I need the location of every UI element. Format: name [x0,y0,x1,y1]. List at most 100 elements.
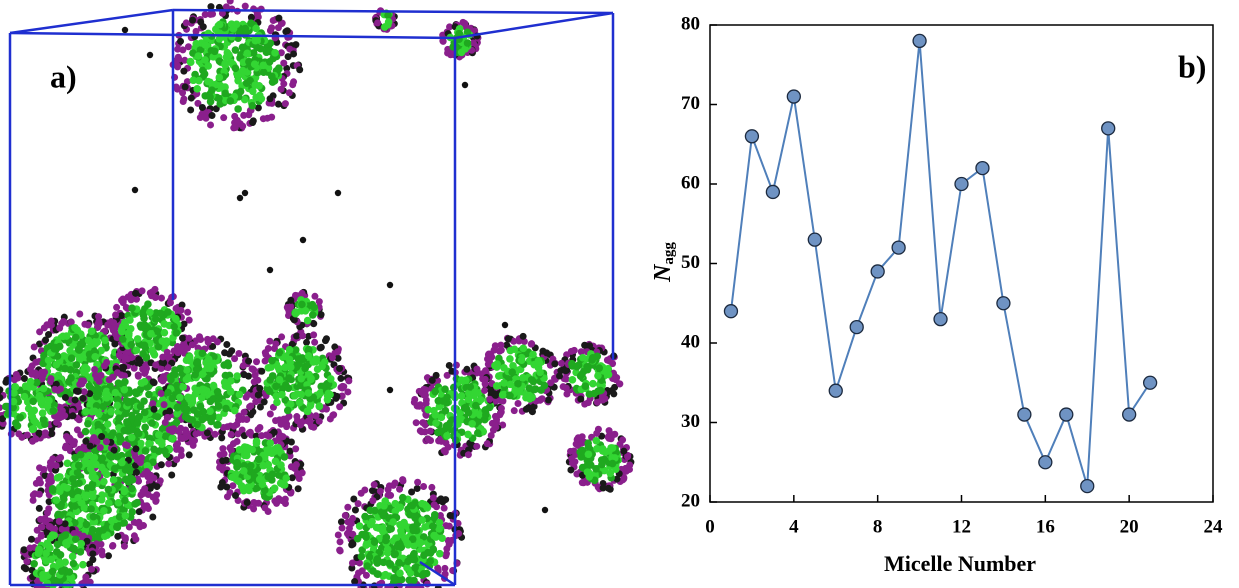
particle [30,560,38,568]
particle [89,436,96,443]
particle [387,492,394,499]
particle [30,425,38,433]
particle [36,505,43,512]
particle [342,512,349,519]
data-point [997,297,1010,310]
particle [35,545,43,553]
particle [207,121,214,128]
particle [231,407,239,415]
particle [108,517,116,525]
particle [161,329,169,337]
particle [465,451,472,458]
particle [197,19,204,26]
particle [259,62,267,70]
particle [231,113,238,120]
y-axis-title: Nagg [650,242,678,283]
particle [304,317,312,325]
particle [137,459,144,466]
data-point [1060,408,1073,421]
particle [278,86,285,93]
particle [293,332,300,339]
particle [174,343,181,350]
particle [471,389,479,397]
x-tick-label: 0 [705,516,715,537]
particle [122,534,129,541]
particle [437,495,444,502]
particle [229,482,236,489]
particle [22,565,29,572]
particle [296,66,303,73]
particle [310,358,318,366]
particle [294,470,301,477]
particle [420,391,427,398]
particle [333,393,340,400]
particle [267,267,273,273]
particle [74,469,82,477]
particle [215,95,223,103]
particle [275,65,283,73]
particle [305,352,313,360]
particle [417,401,424,408]
particle [442,439,449,446]
particle [118,326,126,334]
particle [444,50,451,57]
particle [374,19,381,26]
particle [396,569,404,577]
particle [87,465,95,473]
particle [100,507,108,515]
particle [528,376,536,384]
particle [32,436,39,443]
particle [85,321,92,328]
particle [397,527,405,535]
data-point [808,233,821,246]
particle [267,439,275,447]
particle [339,383,346,390]
x-tick-label: 16 [1036,516,1055,537]
particle [309,311,317,319]
particle [63,332,71,340]
particle [472,402,480,410]
particle [161,447,169,455]
y-axis-title-sub: agg [661,242,677,265]
particle [529,408,536,415]
particle [173,443,180,450]
particle [107,408,115,416]
particle [75,479,83,487]
particle [285,384,293,392]
particle [234,105,242,113]
particle [592,437,600,445]
particle [363,572,370,579]
particle [44,401,52,409]
particle [60,318,67,325]
particle [485,351,492,358]
particle [53,419,60,426]
particle [227,388,235,396]
x-tick-label: 8 [873,516,883,537]
particle [358,553,366,561]
particle [626,466,633,473]
particle [260,68,268,76]
particle [288,438,295,445]
particle [235,430,242,437]
particle [495,372,503,380]
particle [325,390,333,398]
particle [387,282,393,288]
particle [88,328,96,336]
particle [511,345,519,353]
particle [291,316,298,323]
particle [273,444,281,452]
particle [277,461,285,469]
particle [192,430,199,437]
particle [31,344,38,351]
particle [99,403,107,411]
particle [209,112,216,119]
particle [10,389,18,397]
particle [164,308,172,316]
particle [584,366,592,374]
particle [584,461,592,469]
particle [562,367,569,374]
particle [49,568,57,576]
particle [230,440,237,447]
particle [38,396,46,404]
